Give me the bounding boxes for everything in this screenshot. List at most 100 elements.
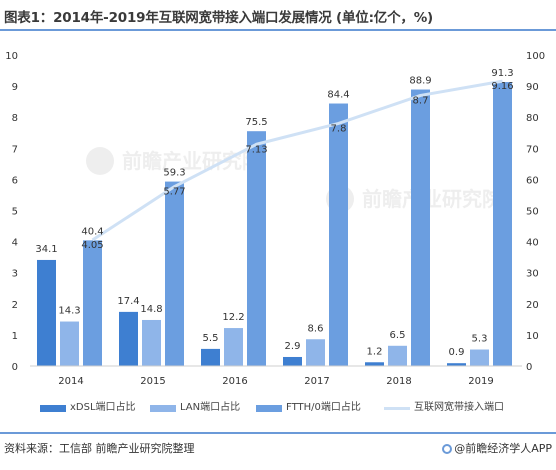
source-note: 资料来源：工信部 前瞻产业研究院整理 xyxy=(4,442,195,455)
data-label: 0.9 xyxy=(449,347,465,358)
bar-xdsl xyxy=(119,311,138,366)
data-label: 75.5 xyxy=(245,117,267,128)
left-tick-label: 3 xyxy=(12,269,18,280)
right-tick-label: 10 xyxy=(526,331,539,342)
line-ports xyxy=(91,79,503,242)
line-data-label: 7.8 xyxy=(331,123,347,134)
bar-xdsl xyxy=(365,362,384,366)
data-label: 14.8 xyxy=(140,304,162,315)
data-label: 17.4 xyxy=(117,296,139,307)
left-tick-label: 0 xyxy=(12,362,18,373)
line-data-label: 4.05 xyxy=(81,240,103,251)
right-tick-label: 50 xyxy=(526,207,539,218)
bar-lan xyxy=(306,339,325,366)
line-data-label: 9.16 xyxy=(491,81,513,92)
legend-item-ports: 互联网宽带接入端口 xyxy=(384,401,534,415)
legend-item-ftth: FTTH/0端口占比 xyxy=(256,401,386,415)
data-label: 88.9 xyxy=(409,76,431,87)
data-label: 1.2 xyxy=(367,346,383,357)
right-tick-label: 0 xyxy=(526,362,532,373)
bar-xdsl xyxy=(37,259,56,366)
data-label: 14.3 xyxy=(58,306,80,317)
watermark-logo-mark xyxy=(86,147,114,175)
legend-item-lan: LAN端口占比 xyxy=(150,401,260,415)
right-tick-label: 70 xyxy=(526,144,539,155)
bar-lan xyxy=(142,319,161,366)
bar-ftth xyxy=(247,131,266,366)
right-tick-label: 20 xyxy=(526,300,539,311)
x-tick-label: 2014 xyxy=(58,376,83,387)
data-label: 34.1 xyxy=(35,244,57,255)
bar-xdsl xyxy=(447,363,466,366)
right-axis: 0 10 20 30 40 50 60 70 80 90 100 xyxy=(526,51,545,373)
left-tick-label: 9 xyxy=(12,82,18,93)
x-tick-label: 2016 xyxy=(222,376,247,387)
brand-text: @前瞻经济学人APP xyxy=(454,442,552,455)
left-tick-label: 10 xyxy=(5,51,18,62)
data-label: 6.5 xyxy=(390,330,406,341)
data-label: 12.2 xyxy=(222,312,244,323)
line-data-label: 7.13 xyxy=(245,144,267,155)
data-label: 59.3 xyxy=(163,168,185,179)
bars xyxy=(37,82,512,367)
legend-swatch-xdsl xyxy=(40,405,66,412)
brand-logo-icon xyxy=(442,444,453,454)
data-labels: 34.1 14.3 40.4 17.414.8 59.3 5.512.2 75.5 2.9 8.… xyxy=(35,68,513,358)
bar-lan xyxy=(388,345,407,366)
right-tick-label: 90 xyxy=(526,82,539,93)
data-label: 2.9 xyxy=(285,341,301,352)
brand-credit: @前瞻经济学人APP xyxy=(442,440,552,456)
legend-item-xdsl: xDSL端口占比 xyxy=(40,401,150,415)
left-tick-label: 8 xyxy=(12,113,18,124)
legend-label-lan: LAN端口占比 xyxy=(180,402,241,413)
x-tick-label: 2015 xyxy=(140,376,165,387)
bar-ftth xyxy=(329,103,348,367)
data-label: 5.5 xyxy=(203,333,219,344)
line-data-label: 5.77 xyxy=(163,187,185,198)
right-tick-label: 100 xyxy=(526,51,545,62)
bar-ftth xyxy=(83,240,102,366)
chart-title: 图表1：2014年-2019年互联网宽带接入端口发展情况 (单位:亿个，%) xyxy=(4,10,434,26)
bar-ftth xyxy=(493,82,512,366)
left-tick-label: 7 xyxy=(12,144,18,155)
left-tick-label: 4 xyxy=(12,238,18,249)
left-tick-label: 1 xyxy=(12,331,18,342)
data-label: 8.6 xyxy=(308,323,324,334)
line-data-label: 8.7 xyxy=(413,95,429,106)
x-tick-label: 2019 xyxy=(468,376,493,387)
title-divider xyxy=(0,29,556,31)
bar-lan xyxy=(224,328,243,366)
right-tick-label: 30 xyxy=(526,269,539,280)
legend: xDSL端口占比 LAN端口占比 FTTH/0端口占比 互联网宽带接入端口 xyxy=(0,399,556,417)
left-tick-label: 5 xyxy=(12,207,18,218)
legend-swatch-lan xyxy=(150,405,176,412)
bar-lan xyxy=(470,349,489,366)
x-tick-label: 2018 xyxy=(386,376,411,387)
legend-label-xdsl: xDSL端口占比 xyxy=(70,402,136,413)
bar-xdsl xyxy=(201,348,220,366)
legend-swatch-ftth xyxy=(256,405,282,412)
bar-ftth xyxy=(411,89,430,366)
data-label: 84.4 xyxy=(327,90,349,101)
bar-lan xyxy=(60,321,79,366)
left-tick-label: 6 xyxy=(12,175,18,186)
line-series xyxy=(91,79,503,242)
data-label: 5.3 xyxy=(472,334,488,345)
legend-line-ports xyxy=(384,407,410,410)
bar-xdsl xyxy=(283,356,302,366)
footer-divider xyxy=(0,432,556,434)
left-axis: 0 1 2 3 4 5 6 7 8 9 10 xyxy=(5,51,18,373)
right-tick-label: 60 xyxy=(526,175,539,186)
right-tick-label: 40 xyxy=(526,238,539,249)
legend-label-ports: 互联网宽带接入端口 xyxy=(414,402,504,413)
bar-ftth xyxy=(165,181,184,366)
watermark-logo-text-2: 前瞻产业研究院 xyxy=(362,187,502,211)
x-axis: 2014 2015 2016 2017 2018 2019 xyxy=(30,365,522,387)
legend-label-ftth: FTTH/0端口占比 xyxy=(286,402,361,413)
right-tick-label: 80 xyxy=(526,113,539,124)
left-tick-label: 2 xyxy=(12,300,18,311)
data-label: 91.3 xyxy=(491,68,513,79)
x-tick-label: 2017 xyxy=(304,376,329,387)
data-label: 40.4 xyxy=(81,226,103,237)
